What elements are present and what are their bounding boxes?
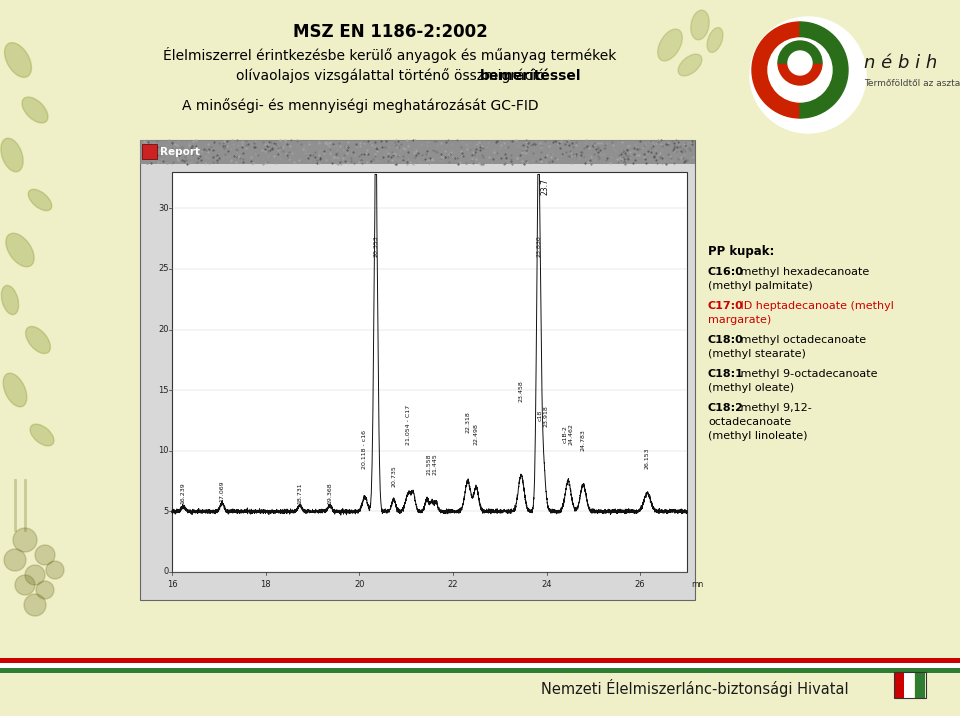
Ellipse shape: [678, 54, 702, 76]
Text: Élelmiszerrel érintkezésbe kerülő anyagok és műanyag termékek: Élelmiszerrel érintkezésbe kerülő anyago…: [163, 47, 616, 63]
Text: 21.558
21.445: 21.558 21.445: [427, 453, 438, 475]
Circle shape: [768, 38, 832, 102]
Text: 24: 24: [541, 580, 552, 589]
Text: 18.731: 18.731: [298, 483, 302, 504]
Text: octadecanoate: octadecanoate: [708, 417, 791, 427]
Bar: [0, 673, 960, 716]
Ellipse shape: [6, 233, 35, 267]
Text: 24.783: 24.783: [581, 429, 586, 451]
Wedge shape: [800, 22, 848, 118]
Text: 22.318: 22.318: [466, 411, 470, 432]
Text: 30: 30: [158, 204, 169, 213]
Text: bemerítéssel: bemerítéssel: [480, 69, 582, 83]
Bar: [894, 672, 904, 698]
Bar: [0, 658, 960, 663]
Wedge shape: [752, 22, 800, 118]
Text: (methyl oleate): (methyl oleate): [708, 383, 794, 393]
Text: 18: 18: [260, 580, 271, 589]
Text: methyl 9,12-: methyl 9,12-: [737, 403, 812, 413]
Text: (methyl palmitate): (methyl palmitate): [708, 281, 813, 291]
Text: c1B-2
24.462: c1B-2 24.462: [563, 423, 573, 445]
Text: 20.735: 20.735: [391, 465, 396, 487]
Text: C16:0: C16:0: [708, 267, 744, 277]
Text: c18
23.918: c18 23.918: [538, 405, 548, 427]
Text: A minőségi- és mennyiségi meghatározását GC-FID: A minőségi- és mennyiségi meghatározását…: [181, 99, 539, 113]
Circle shape: [46, 561, 64, 579]
Text: 23.7: 23.7: [540, 178, 549, 195]
Text: 26: 26: [635, 580, 645, 589]
Text: mn: mn: [691, 580, 704, 589]
Text: methyl hexadecanoate: methyl hexadecanoate: [737, 267, 869, 277]
Text: 16.239: 16.239: [180, 483, 185, 504]
Text: (methyl stearate): (methyl stearate): [708, 349, 805, 359]
Text: C18:2: C18:2: [708, 403, 744, 413]
Text: (methyl linoleate): (methyl linoleate): [708, 431, 807, 441]
Text: ID heptadecanoate (methyl: ID heptadecanoate (methyl: [737, 301, 894, 311]
Circle shape: [24, 594, 46, 616]
Ellipse shape: [691, 10, 709, 40]
Ellipse shape: [3, 373, 27, 407]
Bar: [904, 672, 914, 698]
Wedge shape: [778, 63, 822, 85]
Text: 10: 10: [158, 446, 169, 455]
Bar: [0, 668, 960, 673]
Text: 20.353: 20.353: [373, 235, 378, 257]
Bar: [140, 140, 695, 164]
Text: 22: 22: [447, 580, 458, 589]
Text: 23.830: 23.830: [536, 235, 541, 257]
Text: 0: 0: [164, 568, 169, 576]
Text: Report: Report: [160, 147, 200, 157]
Text: 26.153: 26.153: [645, 448, 650, 469]
Text: 20: 20: [158, 325, 169, 334]
Wedge shape: [778, 41, 822, 63]
Circle shape: [788, 51, 812, 75]
Text: margarate): margarate): [708, 315, 771, 325]
Bar: [894, 672, 926, 698]
Text: C18:0: C18:0: [708, 335, 744, 345]
Text: 22.498: 22.498: [473, 423, 479, 445]
Bar: [0, 663, 960, 668]
Text: 19.368: 19.368: [327, 483, 332, 504]
Text: n é b i h: n é b i h: [864, 54, 937, 72]
Text: C18:1: C18:1: [708, 369, 744, 379]
Text: methyl octadecanoate: methyl octadecanoate: [737, 335, 866, 345]
Ellipse shape: [26, 326, 50, 354]
Circle shape: [15, 575, 35, 595]
Text: C17:0: C17:0: [708, 301, 744, 311]
Ellipse shape: [28, 189, 52, 211]
Text: 16: 16: [167, 580, 178, 589]
Text: 25: 25: [158, 264, 169, 274]
Text: olívaolajos vizsgálattal történő összmigráció: olívaolajos vizsgálattal történő összmig…: [236, 69, 549, 84]
Ellipse shape: [658, 29, 683, 61]
Circle shape: [25, 565, 45, 585]
Text: 21.054 - C17: 21.054 - C17: [406, 405, 411, 445]
Ellipse shape: [1, 138, 23, 172]
Text: PP kupak:: PP kupak:: [708, 245, 775, 258]
Bar: [172, 172, 687, 572]
Text: 20.118 - c16: 20.118 - c16: [362, 430, 368, 469]
Text: Termőföldtől az asztalig: Termőföldtől az asztalig: [864, 79, 960, 87]
Circle shape: [35, 545, 55, 565]
Ellipse shape: [5, 43, 32, 77]
Circle shape: [750, 17, 866, 133]
Circle shape: [36, 581, 54, 599]
Text: 23.458: 23.458: [518, 380, 523, 402]
Text: Nemzeti Élelmiszerlánc-biztonsági Hivatal: Nemzeti Élelmiszerlánc-biztonsági Hivata…: [541, 679, 849, 697]
Circle shape: [13, 528, 37, 552]
Ellipse shape: [1, 286, 18, 314]
Bar: [140, 140, 695, 600]
Text: 17.069: 17.069: [220, 480, 225, 502]
Circle shape: [4, 549, 26, 571]
Ellipse shape: [30, 424, 54, 446]
Text: 20: 20: [354, 580, 365, 589]
Bar: [915, 672, 925, 698]
Text: 5: 5: [164, 507, 169, 516]
Ellipse shape: [22, 97, 48, 123]
Ellipse shape: [708, 27, 723, 52]
Bar: [142, 144, 157, 159]
Text: 15: 15: [158, 386, 169, 395]
Text: methyl 9-octadecanoate: methyl 9-octadecanoate: [737, 369, 877, 379]
Text: MSZ EN 1186-2:2002: MSZ EN 1186-2:2002: [293, 23, 488, 41]
